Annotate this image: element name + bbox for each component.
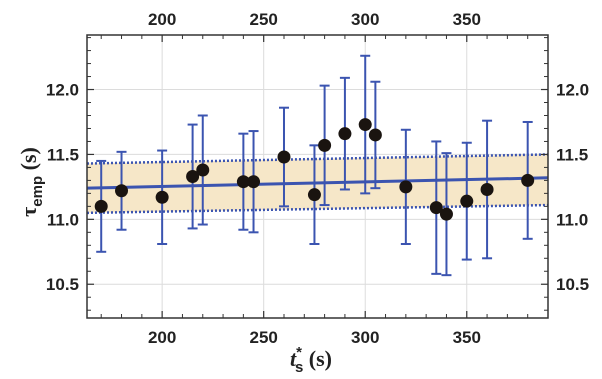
data-point-0 <box>94 199 108 213</box>
data-point-3 <box>186 170 200 183</box>
data-point-13 <box>399 180 413 194</box>
y-tick-label-right-1: 11.0 <box>556 210 588 229</box>
band-lower-edge <box>86 203 549 215</box>
data-point-17 <box>480 182 494 196</box>
data-point-11 <box>358 118 372 132</box>
x-tick-label-top-2: 300 <box>351 10 379 29</box>
y-tick-label-right-2: 11.5 <box>556 145 588 164</box>
x-tick-label-bottom-2: 300 <box>351 328 379 347</box>
plot-frame <box>86 34 549 319</box>
y-tick-label-right-0: 10.5 <box>556 275 589 294</box>
data-point-6 <box>247 175 261 189</box>
data-point-4 <box>196 163 210 177</box>
y-tick-label-left-1: 11.0 <box>47 210 79 229</box>
y-axis-label: τemp (s) <box>16 147 46 217</box>
data-point-7 <box>277 150 291 164</box>
x-tick-label-bottom-3: 350 <box>453 328 481 347</box>
data-point-12 <box>368 128 382 142</box>
y-tick-label-left-3: 12.0 <box>46 81 79 100</box>
band-upper-edge <box>86 153 549 165</box>
data-point-5 <box>236 175 250 189</box>
fit-line-group <box>86 176 549 190</box>
x-axis-label-superscript: * <box>296 344 302 361</box>
y-axis-label-subscript: emp <box>29 176 46 207</box>
data-point-8 <box>307 188 321 202</box>
y-tick-label-right-3: 12.0 <box>556 81 589 100</box>
data-point-16 <box>460 194 474 208</box>
data-point-2 <box>155 190 169 204</box>
axis-ticks <box>87 35 549 318</box>
data-point-1 <box>115 184 129 198</box>
y-axis-label-main: τ <box>16 207 41 217</box>
x-axis-label-main: t <box>290 346 297 371</box>
data-point-15 <box>439 207 453 221</box>
fit-line <box>86 176 549 190</box>
x-tick-label-bottom-1: 250 <box>249 328 277 347</box>
y-tick-label-left-2: 11.5 <box>47 145 79 164</box>
x-tick-label-bottom-0: 200 <box>148 328 176 347</box>
x-tick-label-top-1: 250 <box>249 10 277 29</box>
x-axis-label: t* s (s) <box>290 344 332 376</box>
x-axis-label-unit: (s) <box>303 346 332 371</box>
tick-labels: 200 200 250 250 300 300 350 350 10.5 10.5 11.0 11.0… <box>46 10 589 347</box>
y-tick-label-left-0: 10.5 <box>46 275 79 294</box>
data-points <box>94 118 535 221</box>
x-tick-label-top-0: 200 <box>148 10 176 29</box>
y-axis-label-unit: (s) <box>16 147 41 176</box>
data-point-14 <box>429 201 443 215</box>
data-point-9 <box>318 138 332 152</box>
data-point-18 <box>521 173 535 187</box>
x-axis-label-subscript: s <box>295 359 303 376</box>
x-tick-label-top-3: 350 <box>453 10 481 29</box>
data-point-10 <box>338 127 352 141</box>
